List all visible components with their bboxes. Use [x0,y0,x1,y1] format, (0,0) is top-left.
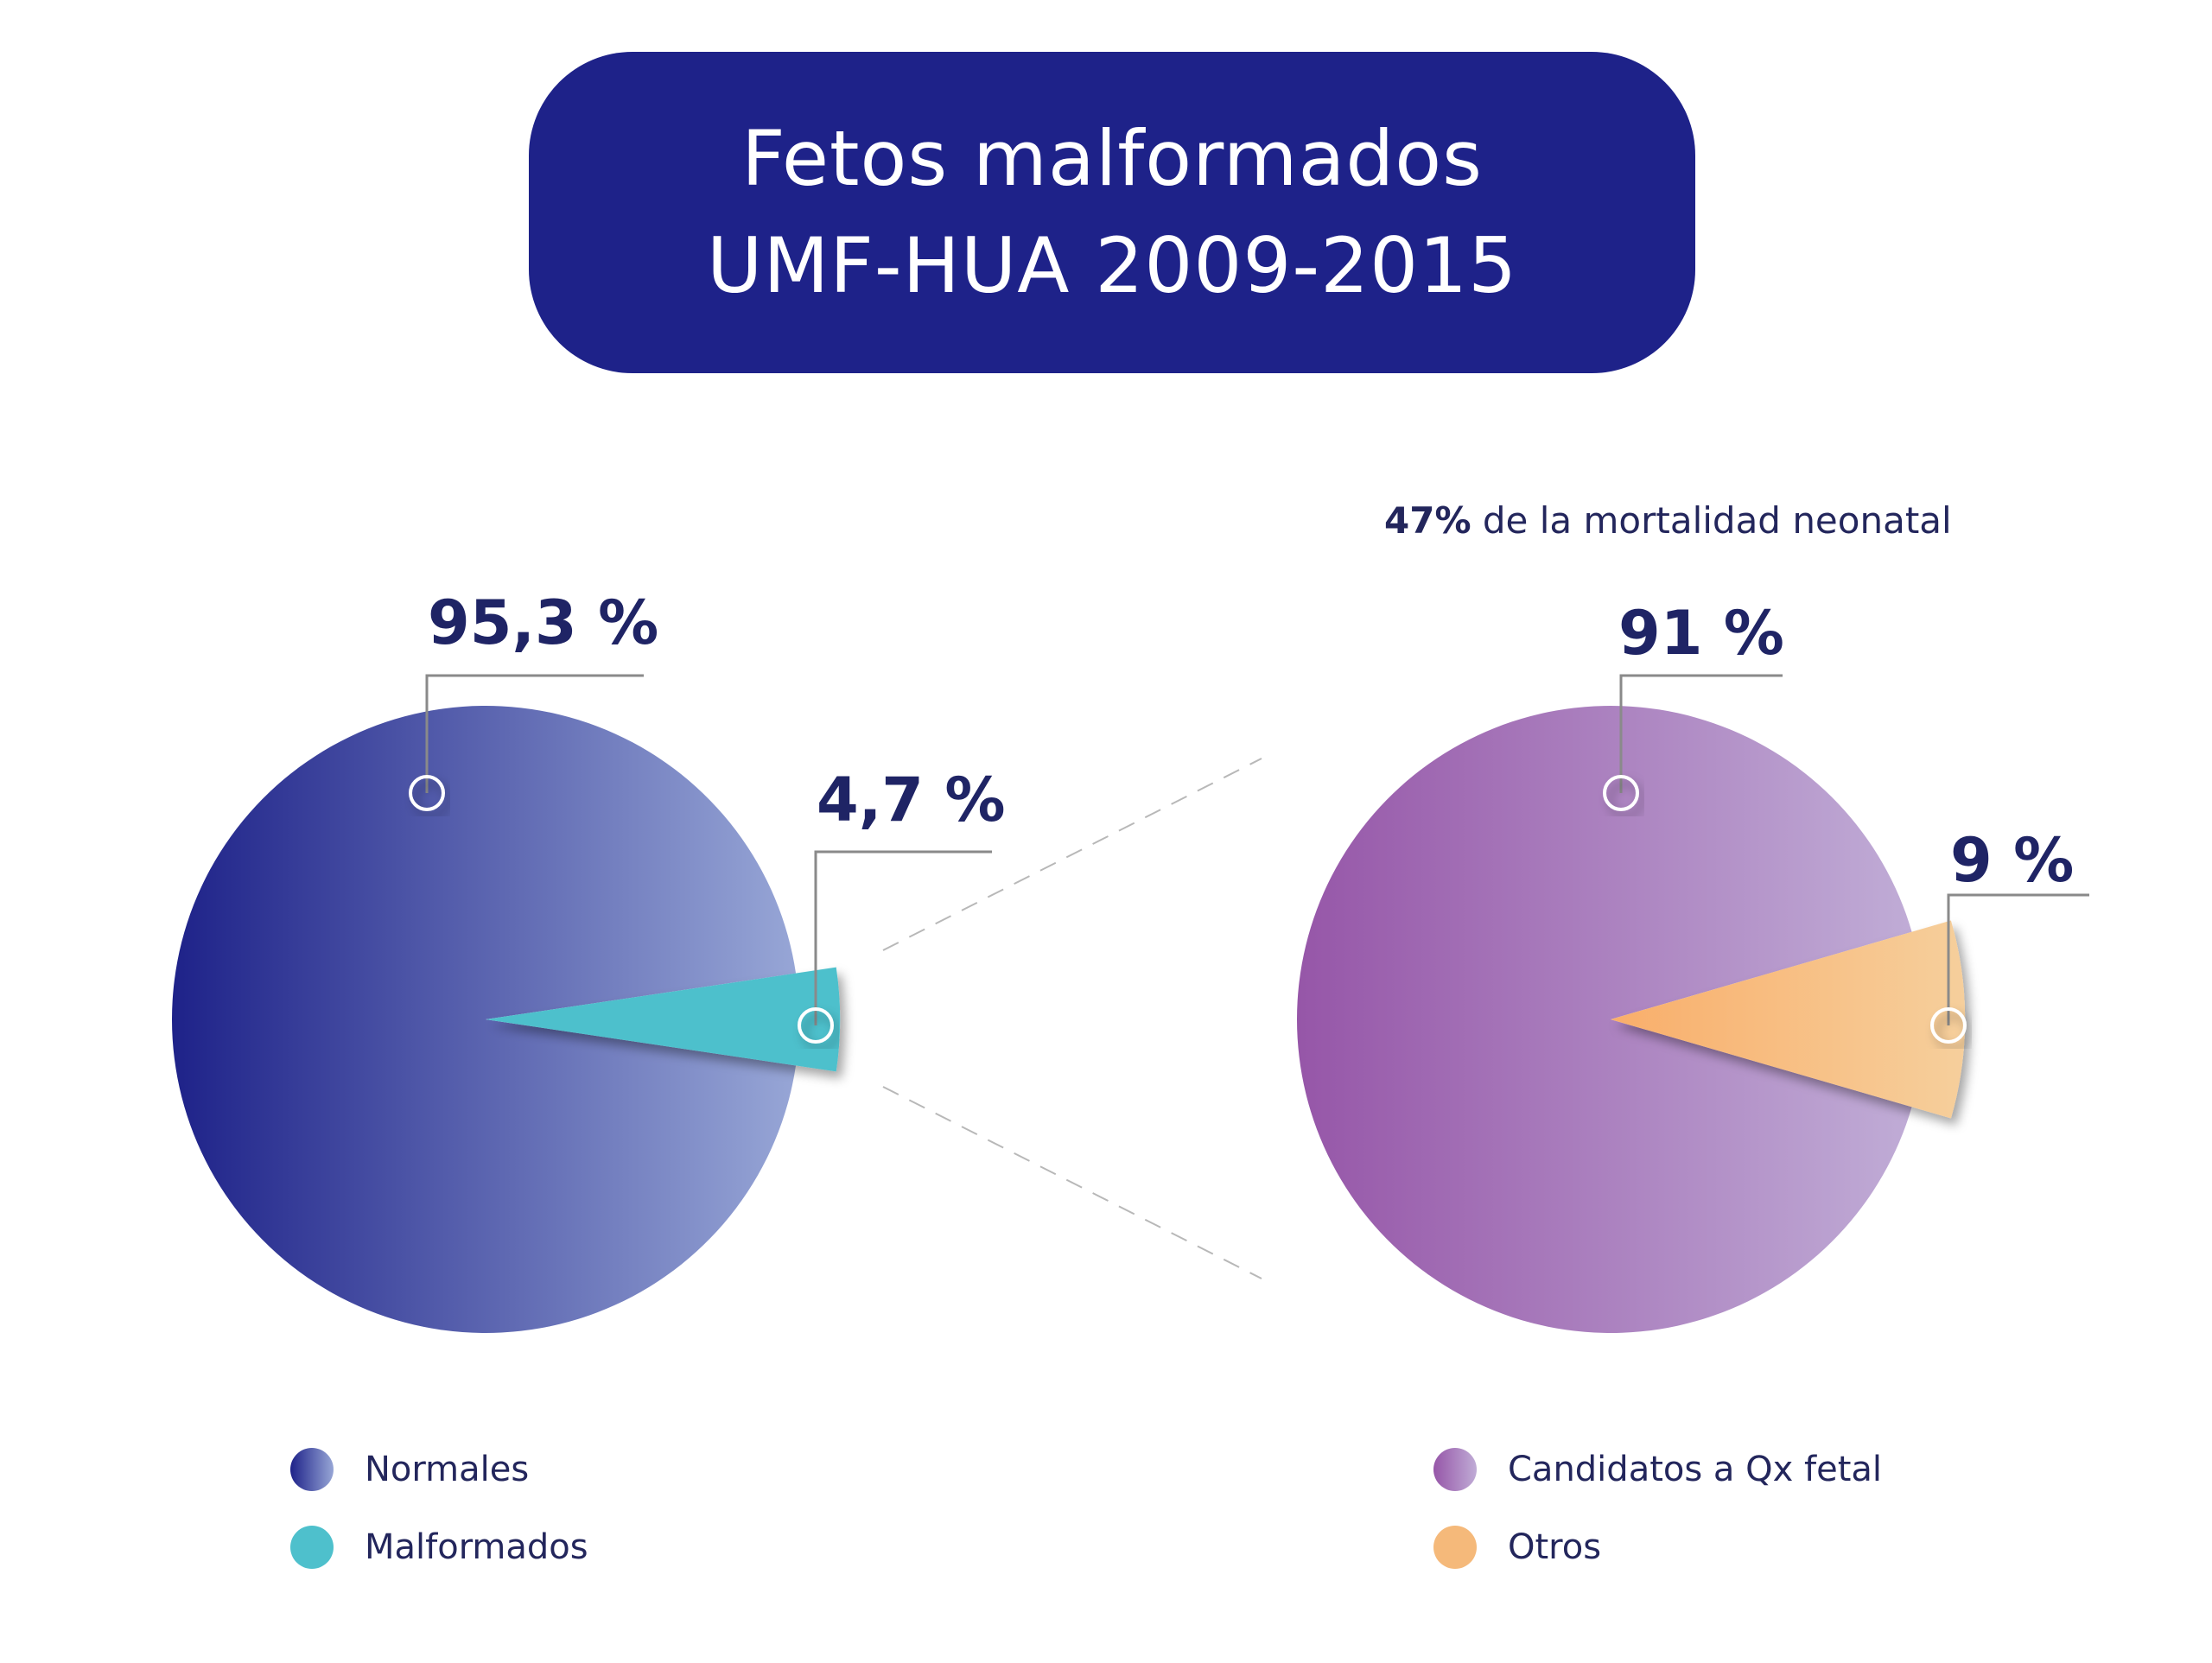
mortality-note-value: 47% [1384,499,1471,542]
callout-otros-line [1947,893,2089,1025]
mortality-note: 47% de la mortalidad neonatal [1384,499,1952,542]
title-line-1: Fetos malformados [741,114,1483,203]
legend-item-malformados: Malformados [290,1526,588,1569]
callout-candidatos-marker [1603,775,1639,811]
legend-label: Candidatos a Qx fetal [1508,1450,1883,1489]
connector-line-top [882,758,1262,951]
legend-label: Otros [1508,1527,1602,1567]
data-label-normales: 95,3 % [428,587,659,658]
callout-otros-marker [1930,1007,1967,1044]
data-label-malformados: 4,7 % [817,765,1006,835]
legend-label: Normales [365,1450,530,1489]
title-line-2: UMF-HUA 2009-2015 [706,221,1518,310]
legend-item-otros: Otros [1433,1526,1601,1569]
legend-label: Malformados [365,1527,588,1567]
pie-slice-malformados [486,967,841,1072]
callout-malformados-marker [798,1007,834,1044]
pie-slice-candidatos [1296,706,1912,1333]
connector-line-bottom [882,1086,1262,1279]
legend-item-candidatos: Candidatos a Qx fetal [1433,1448,1882,1491]
legend-swatch [1433,1448,1477,1491]
data-label-candidatos: 91 % [1618,598,1784,669]
data-label-otros: 9 % [1950,825,2075,896]
legend-item-normales: Normales [290,1448,529,1491]
callout-malformados-line [814,850,992,1025]
legend-swatch [290,1448,334,1491]
callout-normales-marker [409,775,445,811]
pie-slice-otros [1611,920,1966,1119]
mortality-note-text: de la mortalidad neonatal [1471,499,1952,542]
callout-normales-line [425,674,644,793]
pie-slice-normales [172,706,797,1333]
legend-swatch [290,1526,334,1569]
title-banner: Fetos malformados UMF-HUA 2009-2015 [529,52,1695,373]
callout-candidatos-line [1619,674,1783,793]
legend-swatch [1433,1526,1477,1569]
